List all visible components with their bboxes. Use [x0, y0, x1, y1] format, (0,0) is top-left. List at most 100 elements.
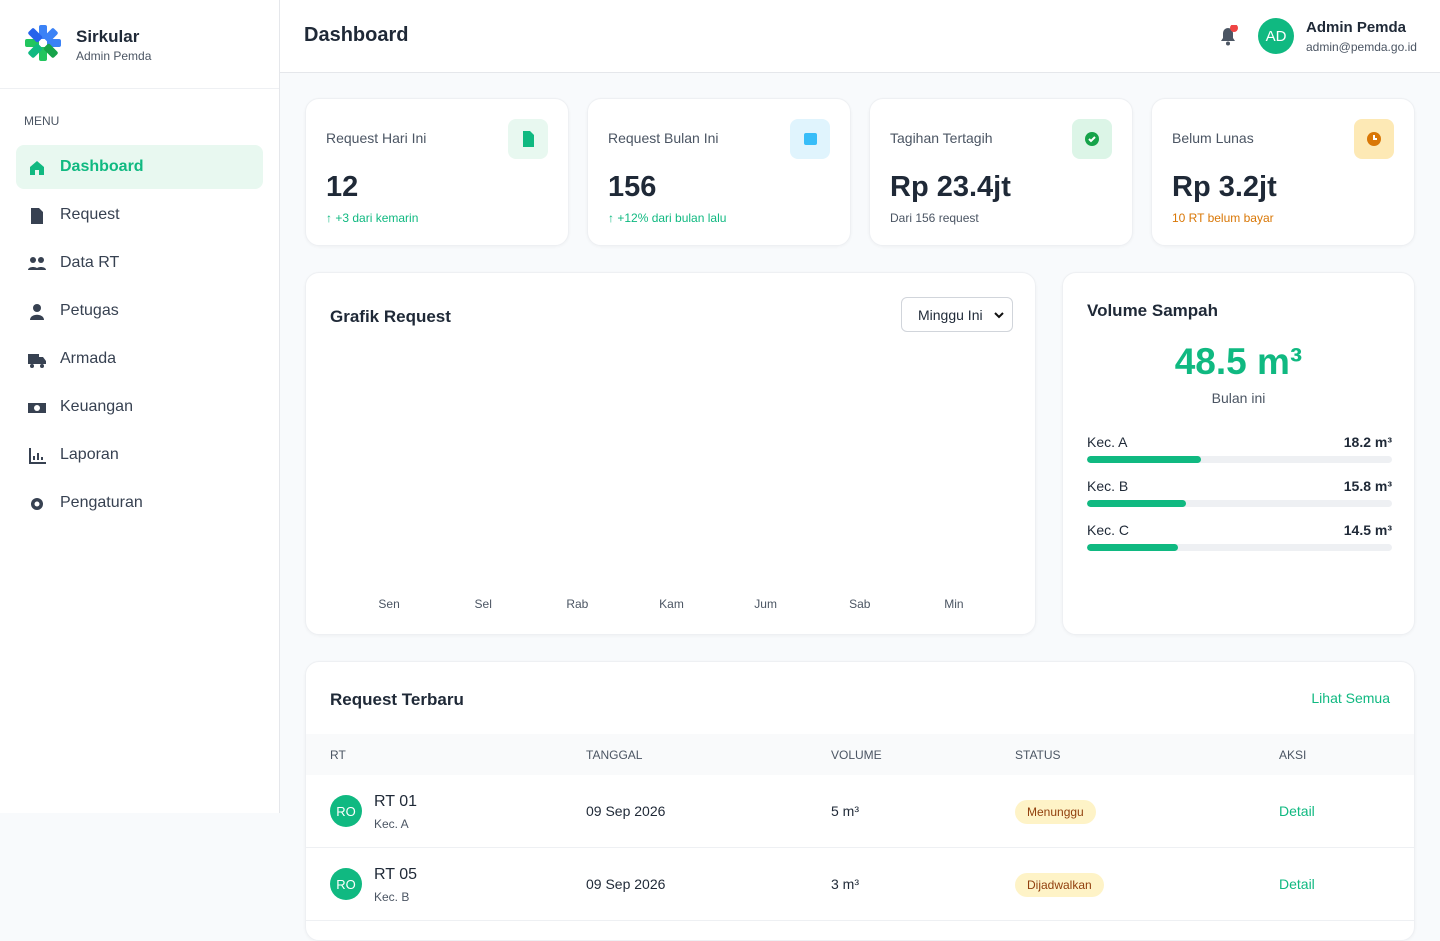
- notification-bell[interactable]: [1218, 25, 1238, 47]
- day-label: Min: [944, 597, 964, 611]
- user-name: Admin Pemda: [1306, 19, 1407, 36]
- day-axis: Sen Sel Rab Kam Jum Sab Min: [342, 597, 1001, 611]
- stat-label: Belum Lunas: [1172, 130, 1254, 146]
- day-label: Sen: [378, 597, 400, 611]
- stat-icon: [1072, 119, 1112, 159]
- menu-icon: [30, 304, 44, 320]
- volume-item: Kec. B 15.8 m³: [1087, 478, 1392, 514]
- menu-label: MENU: [24, 114, 60, 128]
- stat-icon: [1354, 119, 1394, 159]
- menu-label: Pengaturan: [60, 494, 143, 511]
- chart-title: Grafik Request: [330, 307, 451, 326]
- progress-track: [1087, 456, 1392, 463]
- stat-label: Request Bulan Ini: [608, 130, 719, 146]
- column-header: STATUS: [1015, 748, 1061, 762]
- menu-label: Petugas: [60, 302, 119, 319]
- see-all-link[interactable]: Lihat Semua: [1311, 690, 1390, 706]
- brand-name: Sirkular: [76, 27, 140, 46]
- volume-title: Volume Sampah: [1087, 301, 1218, 320]
- stat-value: 156: [608, 171, 657, 203]
- district: Kec. A: [374, 817, 409, 831]
- header: Dashboard AD Admin Pemda admin@pemda.go.…: [280, 0, 1440, 73]
- row-avatar: RO: [330, 868, 362, 900]
- volume-note: Bulan ini: [1211, 390, 1266, 406]
- volume-item: Kec. A 18.2 m³: [1087, 434, 1392, 470]
- status-badge: Dijadwalkan: [1015, 873, 1104, 897]
- day-label: Sel: [474, 597, 492, 611]
- menu-item[interactable]: Petugas: [16, 289, 263, 333]
- menu-item[interactable]: Laporan: [16, 433, 263, 477]
- menu-icon: [31, 498, 43, 510]
- stat-icon: [790, 119, 830, 159]
- volume-item: Kec. C 14.5 m³: [1087, 522, 1392, 558]
- district-volume: 15.8 m³: [1343, 478, 1392, 494]
- volume: 3 m³: [831, 876, 859, 892]
- day-label: Jum: [754, 597, 777, 611]
- district-name: Kec. A: [1087, 434, 1128, 450]
- day-label: Rab: [566, 597, 589, 611]
- progress-track: [1087, 500, 1392, 507]
- column-header: TANGGAL: [586, 748, 643, 762]
- progress-track: [1087, 544, 1392, 551]
- table-row: RO RT 01 Kec. A 09 Sep 2026 5 m³ Menunggu Deta…: [306, 775, 1414, 848]
- stat-label: Tagihan Tertagih: [890, 130, 993, 146]
- stat-label: Request Hari Ini: [326, 130, 427, 146]
- volume: 5 m³: [831, 803, 859, 819]
- stat-card: Belum Lunas Rp 3.2jt 10 RT belum bayar: [1151, 98, 1415, 246]
- table-row: RO RT 05 Kec. B 09 Sep 2026 3 m³ Dijadwalkan D…: [306, 848, 1414, 921]
- menu-item[interactable]: Pengaturan: [16, 481, 263, 525]
- menu-item[interactable]: Armada: [16, 337, 263, 381]
- progress-bar: [1087, 544, 1179, 551]
- date: 09 Sep 2026: [586, 876, 666, 892]
- menu-item[interactable]: Dashboard: [16, 145, 263, 189]
- user-avatar[interactable]: AD: [1258, 18, 1294, 54]
- day-label: Kam: [659, 597, 684, 611]
- district-name: Kec. C: [1087, 522, 1130, 538]
- stat-note: ↑ +12% dari bulan lalu: [608, 211, 727, 225]
- menu-label: Dashboard: [60, 158, 144, 175]
- sidebar: Sirkular Admin Pemda MENU Dashboard Reque…: [0, 0, 280, 813]
- stat-value: 12: [326, 171, 359, 203]
- menu-icon: [28, 257, 46, 270]
- day-label: Sab: [849, 597, 871, 611]
- menu-icon: [30, 161, 44, 175]
- menu-icon: [31, 208, 43, 224]
- menu-icon: [29, 448, 46, 464]
- stat-value: Rp 3.2jt: [1172, 171, 1277, 203]
- district-volume: 14.5 m³: [1343, 522, 1392, 538]
- menu-item[interactable]: Keuangan: [16, 385, 263, 429]
- detail-link[interactable]: Detail: [1279, 803, 1315, 819]
- table-title: Request Terbaru: [330, 690, 464, 709]
- table-header: RT TANGGAL VOLUME STATUS AKSI: [306, 734, 1414, 775]
- row-avatar: RO: [330, 795, 362, 827]
- progress-bar: [1087, 500, 1187, 507]
- page-title: Dashboard: [304, 24, 409, 46]
- district-name: Kec. B: [1087, 478, 1129, 494]
- column-header: RT: [330, 748, 346, 762]
- menu-item[interactable]: Request: [16, 193, 263, 237]
- brand-subtitle: Admin Pemda: [76, 49, 152, 63]
- stat-card: Request Bulan Ini 156 ↑ +12% dari bulan la…: [587, 98, 851, 246]
- district-volume: 18.2 m³: [1343, 434, 1392, 450]
- table-card: Request Terbaru Lihat Semua RT TANGGAL VOL…: [305, 661, 1415, 941]
- column-header: VOLUME: [831, 748, 882, 762]
- stat-note: Dari 156 request: [890, 211, 979, 225]
- column-header: AKSI: [1279, 748, 1307, 762]
- stat-value: Rp 23.4jt: [890, 171, 1011, 203]
- date: 09 Sep 2026: [586, 803, 666, 819]
- brand: Sirkular Admin Pemda: [0, 0, 279, 89]
- menu-label: Keuangan: [60, 398, 133, 415]
- district: Kec. B: [374, 890, 410, 904]
- rt-name: RT 01: [374, 793, 417, 810]
- stat-note: ↑ +3 dari kemarin: [326, 211, 419, 225]
- menu-item[interactable]: Data RT: [16, 241, 263, 285]
- detail-link[interactable]: Detail: [1279, 876, 1315, 892]
- logo: [25, 25, 61, 61]
- menu-label: Data RT: [60, 254, 120, 271]
- menu-icon: [28, 403, 46, 413]
- period-select[interactable]: Minggu Ini: [901, 297, 1013, 332]
- menu-label: Laporan: [60, 446, 119, 463]
- stat-card: Request Hari Ini 12 ↑ +3 dari kemarin: [305, 98, 569, 246]
- menu: Dashboard Request Data RT Petugas Armada Keua…: [16, 145, 263, 529]
